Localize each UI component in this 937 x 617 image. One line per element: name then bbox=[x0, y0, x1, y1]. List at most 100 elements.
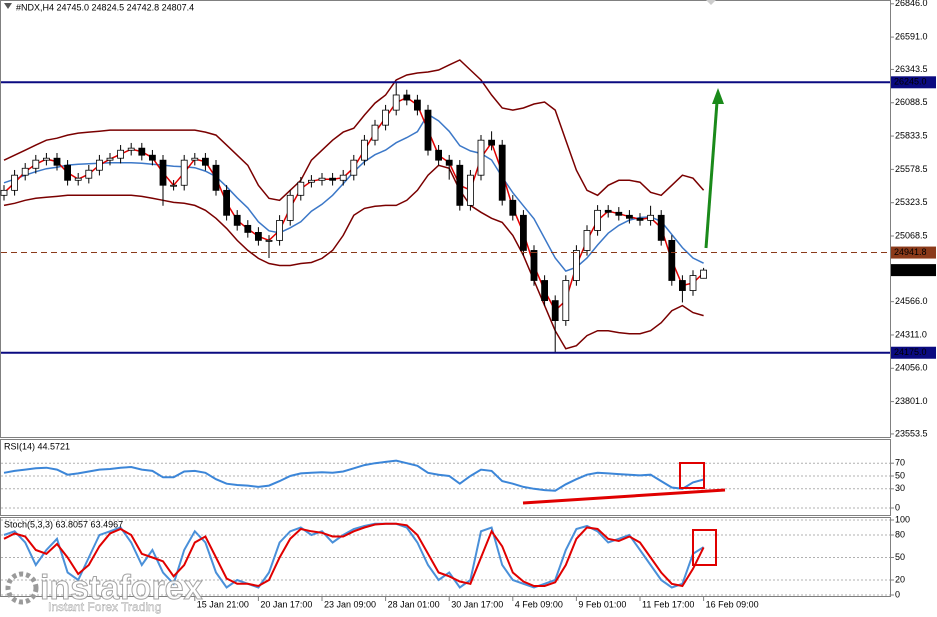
rsi-panel-frame bbox=[0, 439, 891, 516]
candle-body bbox=[244, 224, 252, 233]
candle-body bbox=[700, 269, 707, 279]
candle-body bbox=[541, 280, 548, 302]
candle-body bbox=[668, 239, 676, 281]
x-tick-label: 9 Feb 01:00 bbox=[578, 599, 626, 609]
candle-body bbox=[297, 181, 305, 196]
candle-body bbox=[11, 174, 19, 191]
candle-body bbox=[477, 139, 485, 176]
annotations bbox=[522, 88, 726, 566]
y-tick-label: 30 bbox=[895, 483, 905, 493]
candle-body bbox=[191, 157, 199, 161]
candle-body bbox=[466, 174, 474, 206]
candle-body bbox=[573, 250, 580, 281]
indicator-line bbox=[3, 59, 705, 202]
last-price-box bbox=[891, 264, 936, 277]
candle-body bbox=[615, 211, 623, 216]
watermark-logo bbox=[5, 571, 39, 605]
y-tick-label: 80 bbox=[895, 529, 905, 539]
candle-body bbox=[53, 157, 61, 166]
candle-body bbox=[233, 214, 241, 226]
candle-body bbox=[626, 214, 633, 219]
y-tick-label: 26591.0 bbox=[895, 31, 928, 41]
candle-body bbox=[106, 157, 114, 161]
candle-body bbox=[138, 147, 146, 156]
x-tick-label: 28 Jan 01:00 bbox=[388, 599, 440, 609]
candle-body bbox=[329, 177, 337, 181]
candle-body bbox=[117, 149, 124, 159]
x-tick-label: 20 Jan 17:00 bbox=[260, 599, 312, 609]
y-tick-label: 0 bbox=[895, 589, 900, 599]
candle-body bbox=[339, 174, 347, 181]
candle-body bbox=[360, 139, 368, 161]
candle-body bbox=[456, 164, 464, 206]
stoch-highlight bbox=[692, 529, 717, 566]
last-price-label: 24807.4 bbox=[894, 264, 927, 274]
forecast-arrow bbox=[704, 101, 719, 249]
watermark: instaforex Instant Forex Trading bbox=[5, 568, 203, 614]
candle-body bbox=[21, 167, 29, 176]
panel-title: RSI(14) 44.5721 bbox=[4, 441, 70, 451]
level-label-box bbox=[891, 346, 936, 359]
candle-body bbox=[127, 147, 135, 151]
candle-body bbox=[424, 109, 432, 151]
y-tick-label: 50 bbox=[895, 552, 905, 562]
indicator-line bbox=[3, 522, 705, 588]
candle-body bbox=[636, 217, 644, 221]
candle-body bbox=[254, 232, 262, 241]
candle-body bbox=[64, 164, 71, 181]
candle-body bbox=[435, 149, 443, 161]
watermark-tagline: Instant Forex Trading bbox=[48, 600, 161, 614]
y-tick-label: 23553.5 bbox=[895, 428, 928, 438]
level-label: 24175.0 bbox=[894, 347, 927, 357]
candle-body bbox=[265, 239, 273, 242]
candle-body bbox=[604, 209, 612, 213]
candle-body bbox=[509, 199, 517, 216]
y-tick-label: 26343.5 bbox=[895, 64, 928, 74]
candle-body bbox=[562, 280, 570, 321]
x-tick-label: 30 Jan 17:00 bbox=[451, 599, 503, 609]
shift-marker bbox=[706, 0, 716, 5]
x-tick-label: 16 Feb 09:00 bbox=[706, 599, 759, 609]
y-tick-label: 20 bbox=[895, 574, 905, 584]
y-tick-label: 100 bbox=[895, 514, 910, 524]
candle-body bbox=[647, 214, 654, 221]
candle-body bbox=[43, 157, 50, 161]
y-tick-label: 24566.0 bbox=[895, 296, 928, 306]
watermark-brand: instaforex bbox=[40, 569, 203, 607]
y-tick-label: 26088.5 bbox=[895, 97, 928, 107]
y-tick-label: 24311.0 bbox=[895, 329, 927, 339]
y-tick-label: 25833.5 bbox=[895, 130, 928, 140]
panel-title: Stoch(5,3,3) 63.8057 63.4967 bbox=[4, 519, 123, 529]
level-label-box bbox=[891, 76, 936, 89]
indicator-line bbox=[3, 522, 705, 589]
y-tick-label: 0 bbox=[895, 502, 900, 512]
y-tick-label: 26846.0 bbox=[895, 0, 928, 8]
candle-body bbox=[488, 139, 496, 146]
candle-body bbox=[148, 154, 156, 161]
candle-body bbox=[413, 99, 421, 111]
candle-body bbox=[85, 169, 93, 179]
main-panel-frame bbox=[0, 0, 891, 438]
candle-body bbox=[498, 144, 506, 201]
rsi-trendline bbox=[522, 488, 726, 505]
x-tick-label: 15 Jan 21:00 bbox=[197, 599, 249, 609]
candle-body bbox=[445, 159, 453, 166]
candle-body bbox=[371, 124, 379, 141]
candle-body bbox=[159, 159, 167, 186]
y-tick-label: 23801.0 bbox=[895, 396, 928, 406]
candle-body bbox=[520, 214, 527, 251]
x-tick-label: 23 Jan 09:00 bbox=[324, 599, 376, 609]
candle-body bbox=[583, 230, 591, 251]
candle-body bbox=[74, 177, 82, 181]
candle-body bbox=[392, 94, 400, 111]
x-tick-label: 4 Feb 09:00 bbox=[515, 599, 563, 609]
candle-body bbox=[403, 94, 411, 101]
candle-body bbox=[318, 177, 326, 181]
forecast-arrow-head bbox=[712, 88, 724, 104]
candle-body bbox=[286, 194, 294, 221]
candle-body bbox=[0, 189, 8, 196]
candle-body bbox=[201, 157, 209, 166]
